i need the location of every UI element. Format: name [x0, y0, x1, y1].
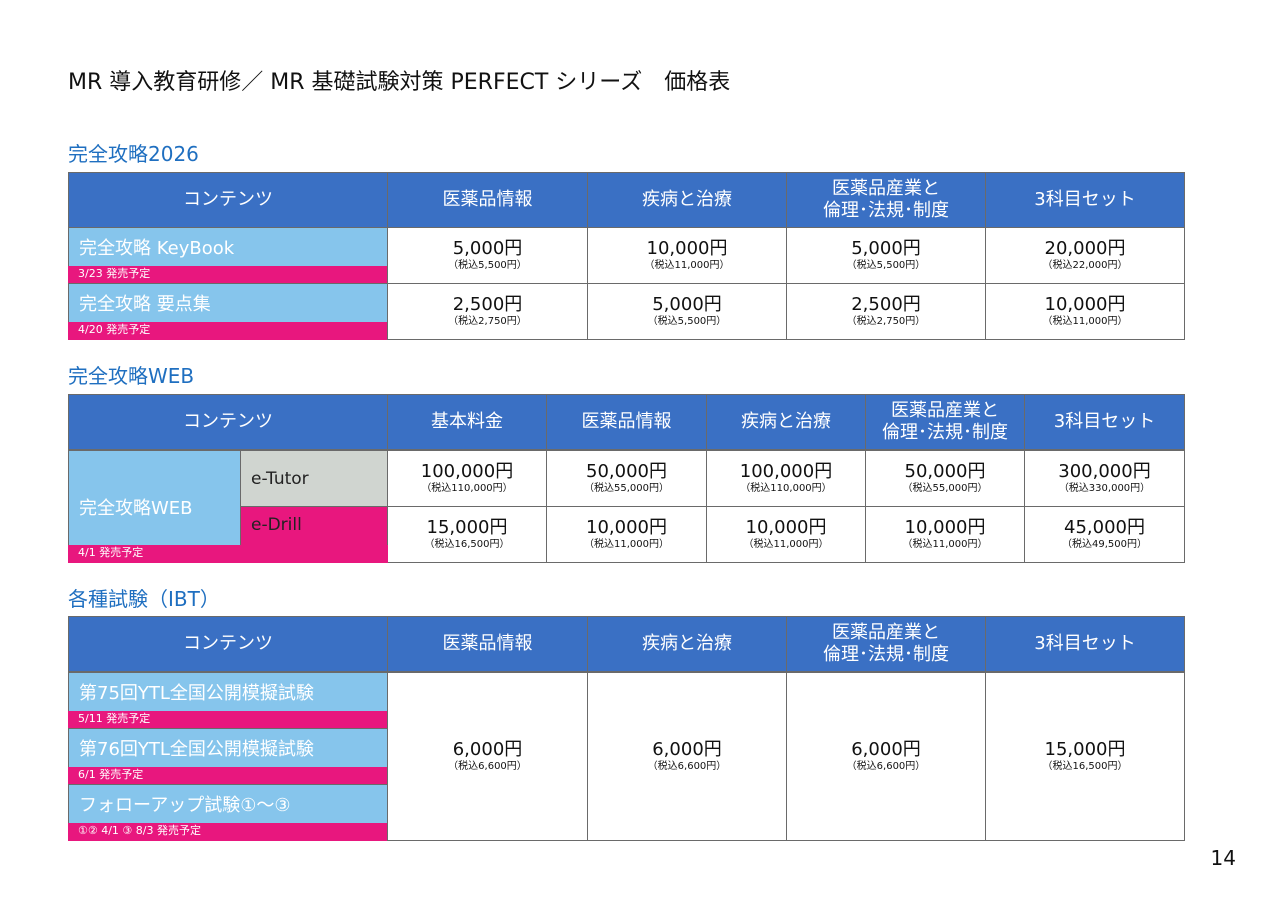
release-note: 5/11 発売予定: [68, 711, 388, 729]
price-cell: 10,000円 （税込11,000円）: [865, 506, 1025, 563]
price: 10,000円: [646, 237, 728, 259]
price-cell: 45,000円 （税込49,500円）: [1024, 506, 1185, 563]
price: 6,000円: [851, 738, 921, 760]
price-cell: 10,000円 （税込11,000円）: [587, 227, 787, 284]
header-cell: 医薬品情報: [387, 616, 588, 672]
price-tax: （税込6,600円）: [846, 760, 926, 772]
price: 6,000円: [652, 738, 722, 760]
price-tax: （税込22,000円）: [1042, 259, 1128, 271]
section-heading: 完全攻略2026: [68, 142, 199, 166]
price: 100,000円: [739, 460, 833, 482]
header-cell: コンテンツ: [68, 616, 388, 672]
price-tax: （税込5,500円）: [448, 259, 527, 271]
header-cell: コンテンツ: [68, 172, 388, 228]
release-note: 3/23 発売予定: [68, 266, 388, 284]
price-cell: 2,500円 （税込2,750円）: [387, 283, 588, 340]
header-cell: 疾病と治療: [706, 394, 866, 450]
release-note: 4/20 発売予定: [68, 322, 388, 340]
header-cell: 3科目セット: [985, 172, 1185, 228]
price-tax: （税込16,500円）: [424, 538, 510, 550]
header-cell: 3科目セット: [985, 616, 1185, 672]
price-cell: 15,000円 （税込16,500円）: [387, 506, 547, 563]
section-heading: 完全攻略WEB: [68, 364, 195, 388]
price: 5,000円: [851, 237, 921, 259]
price: 6,000円: [452, 738, 523, 760]
price-tax: （税込55,000円）: [584, 482, 669, 494]
price-tax: （税込2,750円）: [846, 315, 926, 327]
price-tax: （税込2,750円）: [448, 315, 527, 327]
price-cell: 10,000円 （税込11,000円）: [985, 283, 1185, 340]
price-tax: （税込5,500円）: [846, 259, 926, 271]
price-tax: （税込11,000円）: [743, 538, 829, 550]
price: 100,000円: [420, 460, 514, 482]
price: 15,000円: [1044, 738, 1126, 760]
header-cell: 疾病と治療: [587, 172, 787, 228]
section-heading: 各種試験（IBT）: [68, 587, 220, 611]
price: 2,500円: [452, 293, 523, 315]
price-cell: 10,000円 （税込11,000円）: [706, 506, 866, 563]
price-cell: 2,500円 （税込2,750円）: [786, 283, 986, 340]
price-tax: （税込110,000円）: [740, 482, 832, 494]
header-cell: コンテンツ: [68, 394, 388, 450]
price: 300,000円: [1058, 460, 1151, 482]
price-tax: （税込55,000円）: [902, 482, 988, 494]
price-cell: 50,000円 （税込55,000円）: [546, 450, 707, 507]
price: 10,000円: [904, 516, 986, 538]
price-cell: 5,000円 （税込5,500円）: [587, 283, 787, 340]
header-cell: 医薬品産業と 倫理･法規･制度: [786, 172, 986, 228]
price: 2,500円: [851, 293, 921, 315]
price: 50,000円: [586, 460, 667, 482]
price: 10,000円: [1044, 293, 1126, 315]
price-tax: （税込11,000円）: [1042, 315, 1128, 327]
header-cell: 基本料金: [387, 394, 547, 450]
price-cell: 15,000円 （税込16,500円）: [985, 672, 1185, 841]
release-note: ①② 4/1 ③ 8/3 発売予定: [68, 823, 388, 841]
header-cell: 医薬品情報: [387, 172, 588, 228]
price-tax: （税込16,500円）: [1042, 760, 1128, 772]
release-note: 4/1 発売予定: [68, 545, 388, 563]
page-number: 14: [1210, 846, 1236, 870]
price-tax: （税込49,500円）: [1062, 538, 1147, 550]
price-cell: 100,000円 （税込110,000円）: [706, 450, 866, 507]
price-cell: 300,000円 （税込330,000円）: [1024, 450, 1185, 507]
price: 5,000円: [452, 237, 523, 259]
price-tax: （税込11,000円）: [584, 538, 669, 550]
price: 45,000円: [1064, 516, 1145, 538]
price-cell: 100,000円 （税込110,000円）: [387, 450, 547, 507]
price-cell: 6,000円 （税込6,600円）: [786, 672, 986, 841]
price-cell: 5,000円 （税込5,500円）: [786, 227, 986, 284]
product-name: 完全攻略WEB: [68, 450, 241, 563]
price: 20,000円: [1044, 237, 1126, 259]
title: MR 導入教育研修／ MR 基礎試験対策 PERFECT シリーズ 価格表: [68, 70, 731, 95]
price-tax: （税込110,000円）: [421, 482, 513, 494]
price-cell: 20,000円 （税込22,000円）: [985, 227, 1185, 284]
price-cell: 6,000円 （税込6,600円）: [387, 672, 588, 841]
price: 50,000円: [904, 460, 986, 482]
price: 5,000円: [652, 293, 722, 315]
plan-name: e-Tutor: [240, 450, 388, 507]
price-tax: （税込6,600円）: [448, 760, 527, 772]
header-cell: 疾病と治療: [587, 616, 787, 672]
price-tax: （税込5,500円）: [647, 315, 727, 327]
header-cell: 医薬品産業と 倫理･法規･制度: [865, 394, 1025, 450]
header-cell: 医薬品情報: [546, 394, 707, 450]
price-tax: （税込11,000円）: [644, 259, 730, 271]
price: 10,000円: [745, 516, 827, 538]
release-note: 6/1 発売予定: [68, 767, 388, 785]
header-cell: 3科目セット: [1024, 394, 1185, 450]
price: 15,000円: [426, 516, 508, 538]
price-tax: （税込11,000円）: [902, 538, 988, 550]
price-cell: 10,000円 （税込11,000円）: [546, 506, 707, 563]
header-cell: 医薬品産業と 倫理･法規･制度: [786, 616, 986, 672]
price-cell: 6,000円 （税込6,600円）: [587, 672, 787, 841]
price-tax: （税込330,000円）: [1058, 482, 1151, 494]
price-cell: 5,000円 （税込5,500円）: [387, 227, 588, 284]
price: 10,000円: [586, 516, 667, 538]
price-tax: （税込6,600円）: [647, 760, 727, 772]
price-cell: 50,000円 （税込55,000円）: [865, 450, 1025, 507]
